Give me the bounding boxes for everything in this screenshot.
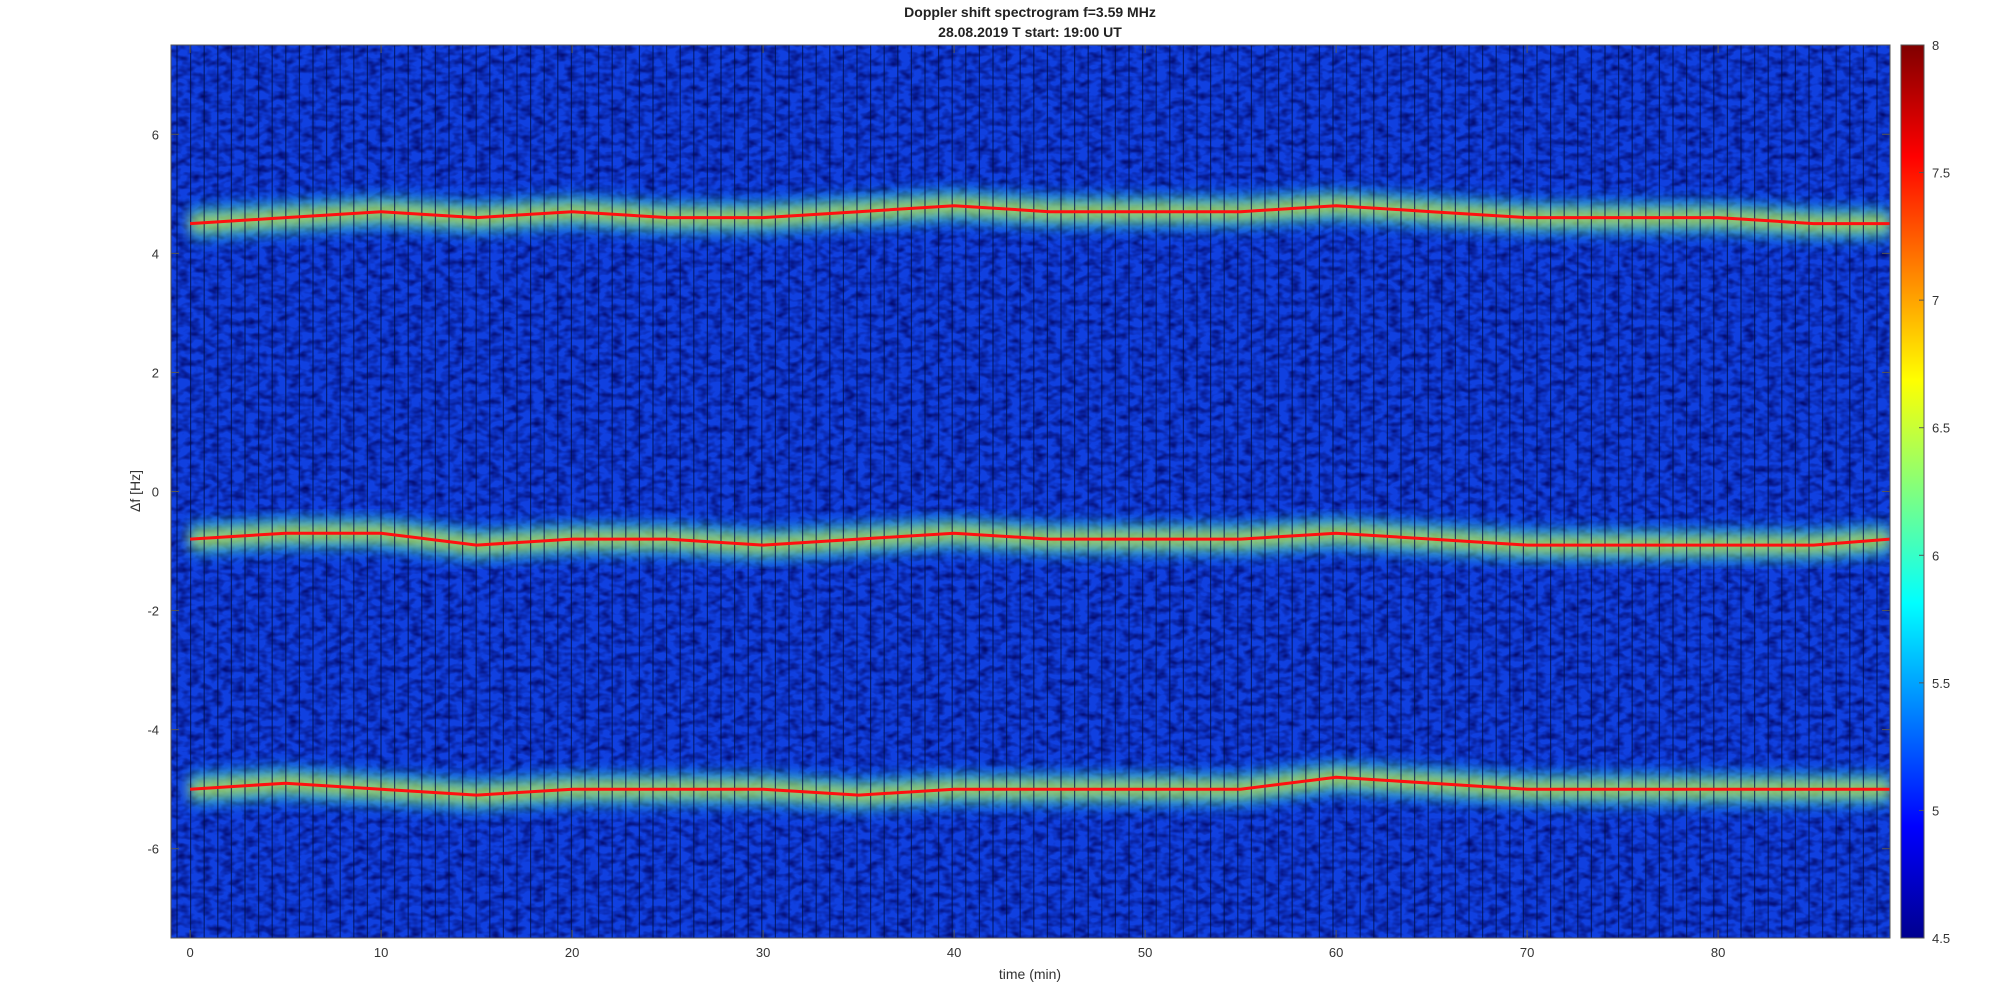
x-tick-label: 60 xyxy=(1329,945,1343,960)
x-tick-label: 30 xyxy=(756,945,770,960)
y-tick-label: 6 xyxy=(152,127,159,142)
x-tick-label: 10 xyxy=(374,945,388,960)
plot-area xyxy=(171,45,1890,938)
colorbar-tick-label: 7.5 xyxy=(1932,166,1950,181)
chart-title: Doppler shift spectrogram f=3.59 MHz xyxy=(904,4,1156,20)
y-tick-label: -4 xyxy=(147,723,159,738)
y-tick-label: 0 xyxy=(152,485,159,500)
x-tick-label: 80 xyxy=(1711,945,1725,960)
y-axis-label: Δf [Hz] xyxy=(127,470,143,512)
colorbar-tick-label: 5 xyxy=(1932,803,1939,818)
colorbar-ticks: 4.5 5 5.5 6 6.5 7 7.5 8 xyxy=(1919,38,1950,946)
doppler-traces xyxy=(190,204,1890,797)
x-tick-label: 0 xyxy=(186,945,193,960)
x-tick-label: 40 xyxy=(947,945,961,960)
x-tick-label: 50 xyxy=(1138,945,1152,960)
colorbar-tick-label: 6 xyxy=(1932,548,1939,563)
x-tick-label: 70 xyxy=(1520,945,1534,960)
colorbar-tick-label: 8 xyxy=(1932,38,1939,53)
colorbar-gradient xyxy=(1900,44,1925,939)
y-axis: -6 -4 -2 0 2 4 6 xyxy=(147,127,1890,857)
colorbar-tick-label: 7 xyxy=(1932,293,1939,308)
colorbar-tick-label: 6.5 xyxy=(1932,421,1950,436)
colorbar-tick-label: 5.5 xyxy=(1932,676,1950,691)
y-tick-label: -6 xyxy=(147,842,159,857)
x-axis-label: time (min) xyxy=(999,966,1061,982)
x-tick-label: 20 xyxy=(565,945,579,960)
colorbar: 4.5 5 5.5 6 6.5 7 7.5 8 xyxy=(1900,38,1950,946)
y-tick-label: 2 xyxy=(152,365,159,380)
x-axis: 0 10 20 30 40 50 60 70 80 xyxy=(186,45,1725,960)
doppler-trace xyxy=(190,775,1890,797)
chart-subtitle: 28.08.2019 T start: 19:00 UT xyxy=(938,24,1122,40)
y-tick-label: -2 xyxy=(147,604,159,619)
doppler-trace xyxy=(190,531,1890,547)
y-tick-label: 4 xyxy=(152,246,159,261)
doppler-trace xyxy=(190,204,1890,226)
colorbar-tick-label: 4.5 xyxy=(1932,931,1950,946)
